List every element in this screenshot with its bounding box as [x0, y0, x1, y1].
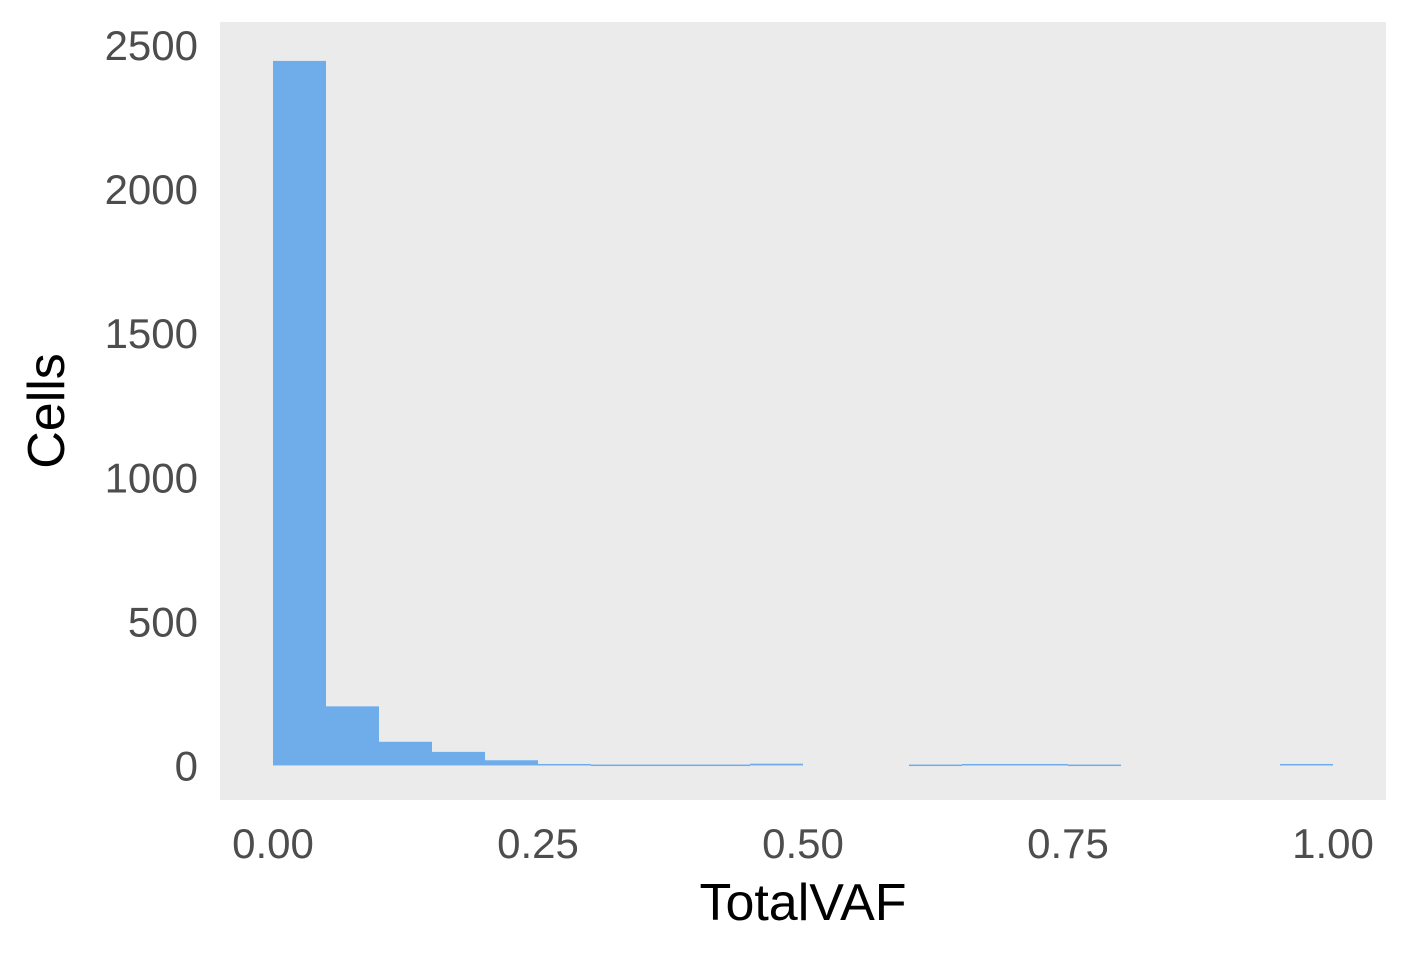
x-tick-label: 1.00 — [1292, 820, 1374, 867]
histogram-bar — [1015, 763, 1068, 766]
histogram-bar — [273, 60, 326, 766]
y-axis-ticks: 0 500 1000 1500 2000 2500 — [105, 22, 198, 789]
histogram-bar — [485, 760, 538, 766]
histogram-bar — [962, 763, 1015, 766]
x-axis-ticks: 0.00 0.25 0.50 0.75 1.00 — [232, 820, 1374, 867]
x-axis-title: TotalVAF — [699, 874, 906, 932]
y-tick-label: 500 — [128, 598, 198, 645]
histogram-bar — [644, 764, 697, 767]
y-tick-label: 1000 — [105, 454, 198, 501]
bars-group — [273, 60, 1333, 767]
histogram-bar — [379, 741, 432, 766]
histogram-bar — [432, 751, 485, 766]
histogram-bar — [591, 764, 644, 767]
y-tick-label: 1500 — [105, 310, 198, 357]
histogram-bar — [326, 706, 379, 766]
y-tick-label: 0 — [175, 742, 198, 789]
histogram-bar — [697, 764, 750, 767]
x-tick-label: 0.25 — [497, 820, 579, 867]
x-tick-label: 0.00 — [232, 820, 314, 867]
y-tick-label: 2500 — [105, 22, 198, 69]
histogram-bar — [538, 763, 591, 766]
x-tick-label: 0.50 — [762, 820, 844, 867]
histogram-bar — [909, 764, 962, 767]
y-tick-label: 2000 — [105, 166, 198, 213]
x-tick-label: 0.75 — [1027, 820, 1109, 867]
histogram-bar — [1280, 763, 1333, 766]
y-axis-title: Cells — [18, 353, 76, 469]
histogram-bar — [750, 763, 803, 766]
plot-panel — [220, 22, 1386, 800]
histogram-bar — [1068, 764, 1121, 767]
